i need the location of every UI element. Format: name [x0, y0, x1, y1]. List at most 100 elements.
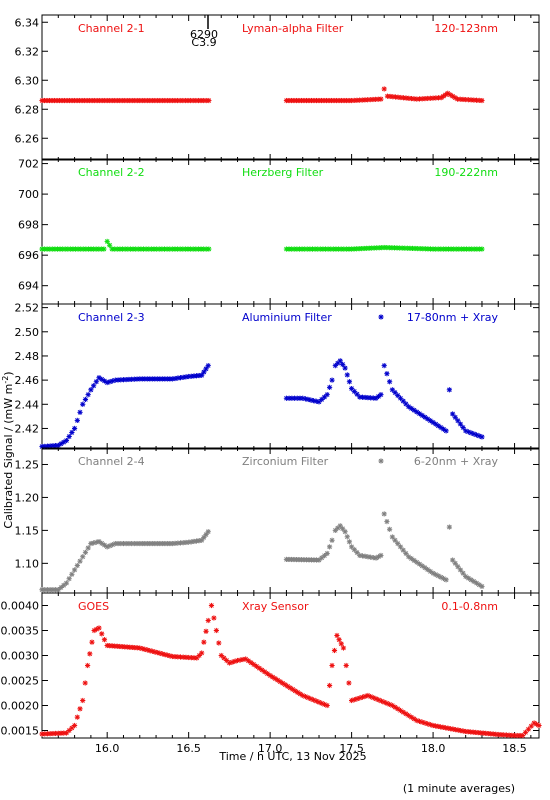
data-point: [245, 658, 252, 664]
y-axis-label-sup: -2: [1, 376, 10, 384]
data-point: [435, 423, 441, 429]
panel-5: 0.0015 0.0020 0.0025 0.0030 0.0035 0.0040 GOES…: [1, 592, 542, 755]
data-point: [248, 660, 254, 666]
data-point: [327, 544, 333, 550]
data-point: [479, 434, 485, 440]
y-tick-label: 696: [18, 249, 39, 262]
data-point: [446, 387, 452, 393]
y-tick-label: 0.0020: [1, 700, 40, 713]
data-point: [329, 662, 335, 669]
data-point: [216, 640, 222, 646]
data-point: [400, 547, 406, 553]
y-tick-label: 702: [18, 158, 39, 171]
data-point: [199, 650, 205, 656]
data-point: [378, 392, 384, 398]
data-point: [336, 637, 342, 643]
data-point: [324, 392, 330, 398]
data-point: [85, 662, 91, 669]
panel-filter-label: Lyman-alpha Filter: [242, 22, 344, 35]
data-point: [80, 554, 86, 560]
data-point: [69, 429, 75, 436]
data-point: [71, 567, 78, 573]
data-point: [335, 525, 341, 531]
data-point: [450, 411, 456, 417]
panel-channel-label: Channel 2-4: [78, 455, 145, 468]
data-point: [74, 714, 80, 720]
data-point: [414, 559, 420, 565]
y-tick-label: 2.50: [15, 326, 40, 339]
y-tick-label: 0.0035: [1, 625, 40, 638]
data-point: [77, 706, 83, 712]
data-point: [206, 246, 212, 252]
data-point: [443, 577, 449, 583]
data-point: [408, 555, 414, 562]
y-tick-label: 2.52: [15, 302, 40, 315]
data-point: [397, 707, 404, 714]
data-point: [74, 562, 80, 569]
data-point: [99, 631, 105, 637]
data-point: [93, 379, 99, 385]
y-tick-label: 0.0015: [1, 725, 40, 738]
y-tick-label: 2.46: [15, 374, 40, 387]
data-point: [520, 732, 526, 739]
data-point: [256, 665, 262, 671]
data-point: [334, 632, 340, 639]
data-point: [63, 437, 70, 444]
data-point: [479, 97, 485, 104]
data-point: [203, 531, 209, 538]
data-point: [381, 86, 387, 92]
data-point: [446, 524, 452, 530]
x-tick-label: 18.0: [421, 742, 446, 755]
panel-3: 2.42 2.44 2.46 2.48 2.50 2.52 Channel 2-3 Alumi…: [15, 302, 540, 450]
panel-2: 694 696 698 700 702 Channel 2-2 Herzberg Filte…: [18, 158, 540, 305]
data-point: [343, 662, 349, 669]
panel-filter-label: Herzberg Filter: [242, 166, 324, 179]
data-point: [381, 511, 387, 517]
data-series: [39, 358, 485, 450]
data-point: [419, 719, 425, 725]
panel-band-label: 0.1-0.8nm: [441, 600, 498, 613]
flare-marker-label: 6290: [190, 28, 218, 41]
y-axis-label: Calibrated Signal / (mW m-2): [1, 371, 15, 528]
data-point: [66, 433, 72, 440]
y-tick-label: 6.30: [15, 74, 40, 87]
data-point: [85, 392, 91, 398]
data-series: [39, 511, 485, 593]
legend-marker: [378, 458, 384, 464]
data-point: [340, 361, 346, 368]
data-point: [91, 383, 97, 389]
data-point: [331, 647, 338, 654]
data-point: [101, 378, 108, 384]
data-point: [80, 401, 86, 407]
data-point: [460, 424, 466, 431]
data-point: [384, 518, 390, 525]
y-tick-label: 700: [18, 188, 39, 201]
data-point: [66, 576, 72, 582]
data-point: [82, 549, 89, 555]
x-tick-label: 16.0: [95, 742, 120, 755]
y-tick-label: 0.0025: [1, 675, 40, 688]
data-point: [224, 657, 230, 664]
data-point: [337, 358, 343, 364]
data-point: [201, 639, 207, 645]
data-point: [342, 365, 348, 371]
data-point: [107, 242, 113, 248]
x-tick-label: 17.0: [258, 742, 283, 755]
flare-class-label: C3.9: [191, 36, 216, 49]
data-point: [205, 363, 211, 369]
data-point: [82, 680, 88, 686]
data-point: [324, 550, 330, 557]
data-point: [205, 617, 211, 624]
data-point: [479, 583, 485, 590]
data-point: [344, 534, 350, 540]
data-point: [243, 656, 249, 662]
data-point: [77, 558, 83, 564]
data-point: [89, 639, 95, 645]
data-point: [425, 566, 431, 573]
data-point: [85, 545, 91, 551]
y-tick-label: 2.48: [15, 350, 40, 363]
data-point: [340, 645, 347, 651]
data-point: [329, 537, 335, 543]
data-point: [80, 697, 86, 704]
